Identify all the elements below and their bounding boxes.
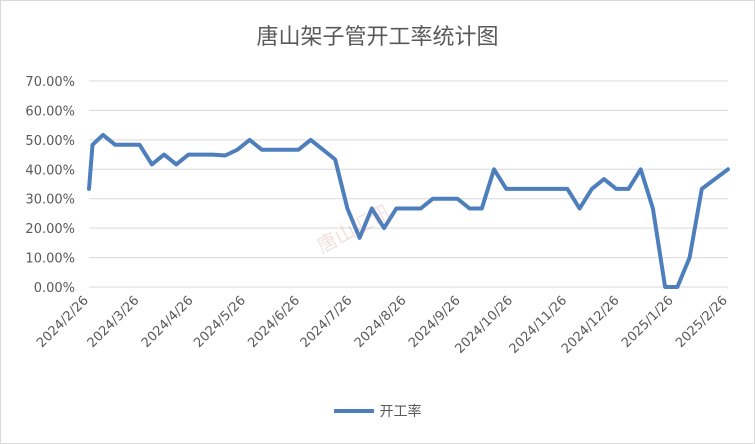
grid-layer	[89, 80, 728, 288]
x-tick-label: 2024/7/26	[298, 293, 356, 351]
y-tick-label: 30.00%	[25, 193, 75, 208]
legend-label: 开工率	[379, 404, 422, 420]
legend-swatch	[333, 409, 374, 413]
x-tick-label: 2024/5/26	[191, 293, 249, 351]
legend: 开工率	[1, 401, 754, 421]
x-axis-ticks: 2024/2/262024/3/262024/4/262024/5/262024…	[34, 293, 731, 357]
chart-title: 唐山架子管开工率统计图	[256, 25, 499, 50]
y-tick-label: 50.00%	[25, 134, 75, 149]
x-tick-label: 2024/3/26	[85, 293, 143, 351]
y-tick-label: 10.00%	[25, 252, 75, 267]
y-tick-label: 0.00%	[34, 281, 75, 296]
y-tick-label: 40.00%	[25, 163, 75, 178]
x-tick-label: 2024/4/26	[139, 293, 197, 351]
y-tick-label: 60.00%	[25, 104, 75, 119]
x-tick-label: 2025/2/26	[673, 293, 731, 351]
series-line	[87, 132, 730, 289]
x-tick-label: 2024/2/26	[34, 293, 92, 351]
line-chart-plot: 0.00% 10.00% 20.00% 30.00% 40.00% 50.00% 60.00…	[25, 75, 731, 357]
series-layer	[87, 132, 730, 289]
x-tick-label: 2024/8/26	[352, 293, 410, 351]
x-tick-label: 2024/6/26	[245, 293, 303, 351]
x-tick-label: 2025/1/26	[619, 293, 677, 351]
y-tick-label: 70.00%	[25, 75, 75, 90]
y-axis-ticks: 0.00% 10.00% 20.00% 30.00% 40.00% 50.00% 60.00…	[25, 75, 75, 296]
y-tick-label: 20.00%	[25, 222, 75, 237]
